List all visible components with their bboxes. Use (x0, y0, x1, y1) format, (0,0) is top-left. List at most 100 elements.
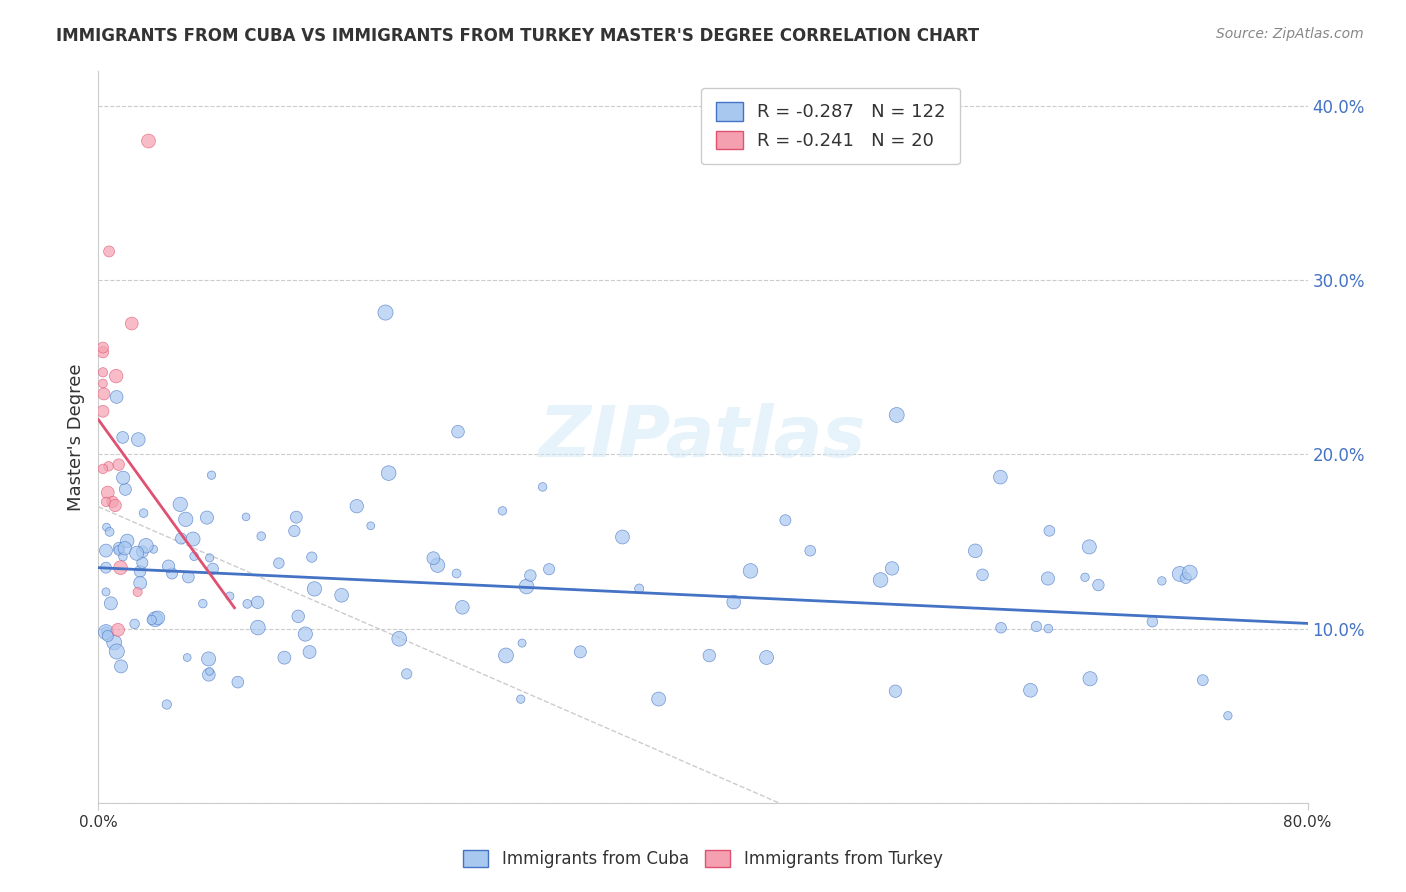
Point (697, 648, 720, 663)
Point (509, 692, 531, 706)
Point (96, 520, 118, 534)
Point (628, 582, 651, 596)
Point (97, 459, 120, 474)
Point (103, 635, 125, 649)
Point (108, 541, 131, 555)
Point (100, 596, 122, 610)
Point (531, 480, 554, 494)
Point (107, 623, 129, 637)
Point (91, 341, 114, 355)
Point (723, 595, 745, 609)
Point (98, 244, 121, 259)
Point (129, 576, 152, 591)
Point (294, 627, 316, 641)
Point (330, 588, 353, 602)
Point (195, 510, 218, 524)
Point (285, 510, 308, 524)
Point (515, 580, 537, 594)
Point (111, 549, 134, 564)
Point (301, 550, 323, 565)
Point (1191, 673, 1213, 688)
Point (177, 570, 200, 584)
Point (125, 546, 148, 560)
Point (1038, 622, 1060, 636)
Point (775, 513, 797, 527)
Point (176, 650, 198, 665)
Point (98, 524, 121, 539)
Point (94, 625, 117, 640)
Point (447, 425, 470, 439)
Point (174, 512, 197, 526)
Point (226, 675, 249, 690)
Point (283, 524, 305, 538)
Point (972, 567, 994, 582)
Point (388, 632, 411, 646)
Point (91, 376, 114, 391)
Point (510, 636, 533, 650)
Point (1025, 619, 1047, 633)
Point (1036, 572, 1059, 586)
Point (298, 645, 321, 659)
Point (884, 684, 907, 698)
Point (104, 499, 127, 513)
Point (94, 495, 117, 509)
Point (121, 317, 143, 331)
Point (94, 624, 117, 639)
Point (105, 369, 128, 384)
Legend: Immigrants from Cuba, Immigrants from Turkey: Immigrants from Cuba, Immigrants from Tu… (457, 843, 949, 875)
Point (91, 404, 114, 418)
Point (1078, 672, 1101, 686)
Point (495, 648, 517, 663)
Point (218, 589, 240, 603)
Point (197, 652, 219, 666)
Point (110, 659, 132, 673)
Point (990, 621, 1012, 635)
Point (250, 529, 273, 543)
Point (101, 495, 124, 509)
Point (124, 616, 146, 631)
Point (127, 585, 149, 599)
Point (799, 543, 821, 558)
Point (183, 549, 205, 564)
Point (1074, 570, 1097, 584)
Point (869, 573, 891, 587)
Point (1019, 683, 1042, 698)
Point (1038, 524, 1060, 538)
Point (538, 562, 561, 576)
Point (965, 544, 987, 558)
Point (141, 613, 163, 627)
Point (181, 532, 204, 546)
Point (94, 543, 117, 558)
Point (132, 506, 155, 520)
Point (1142, 615, 1164, 629)
Point (110, 560, 132, 574)
Point (236, 597, 259, 611)
Point (135, 539, 157, 553)
Point (114, 483, 136, 497)
Point (1168, 566, 1191, 581)
Point (246, 595, 269, 609)
Point (755, 650, 778, 665)
Point (569, 645, 592, 659)
Text: IMMIGRANTS FROM CUBA VS IMMIGRANTS FROM TURKEY MASTER'S DEGREE CORRELATION CHART: IMMIGRANTS FROM CUBA VS IMMIGRANTS FROM … (56, 27, 980, 45)
Point (451, 600, 474, 615)
Point (169, 497, 191, 511)
Point (94, 560, 117, 574)
Point (1087, 578, 1109, 592)
Point (146, 611, 169, 625)
Point (191, 597, 214, 611)
Point (1178, 566, 1201, 580)
Point (426, 558, 449, 573)
Point (446, 566, 468, 581)
Point (143, 612, 166, 626)
Point (127, 433, 149, 447)
Point (97, 485, 120, 500)
Point (91, 365, 114, 379)
Point (107, 458, 129, 472)
Point (246, 621, 269, 635)
Point (156, 698, 179, 712)
Point (131, 556, 153, 570)
Point (131, 545, 153, 559)
Point (491, 504, 513, 518)
Point (990, 470, 1012, 484)
